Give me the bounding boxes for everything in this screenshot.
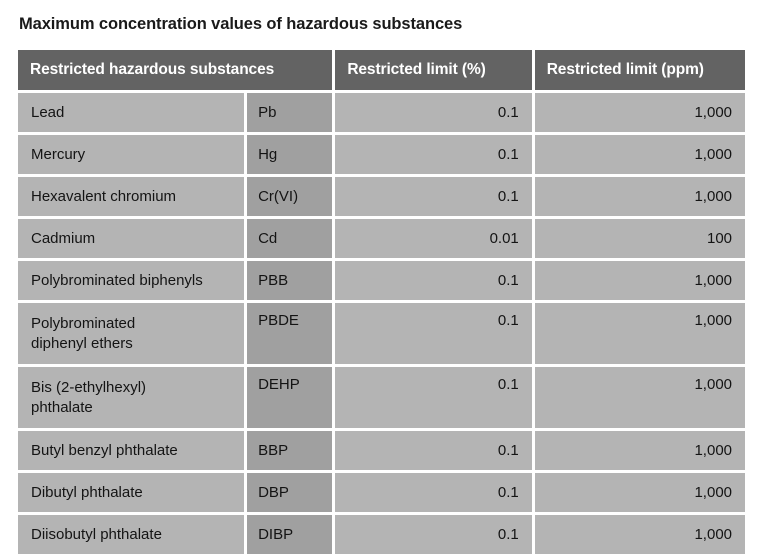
cell-limit-percent: 0.1 <box>335 515 532 554</box>
cell-substance-abbreviation: BBP <box>247 431 333 470</box>
cell-limit-percent: 0.1 <box>335 261 532 300</box>
cell-limit-ppm: 1,000 <box>534 367 746 428</box>
cell-limit-ppm: 1,000 <box>534 177 746 216</box>
hazardous-substances-table: Restricted hazardous substances Restrict… <box>18 50 746 554</box>
substance-name-wrapper: Polybrominated diphenyl ethers <box>31 314 135 352</box>
table-row: Mercury Hg 0.1 1,000 <box>18 135 746 174</box>
table-row: Butyl benzyl phthalate BBP 0.1 1,000 <box>18 431 746 470</box>
cell-limit-percent: 0.1 <box>335 177 532 216</box>
cell-limit-percent: 0.1 <box>335 135 532 174</box>
cell-substance-name: Mercury <box>18 135 245 174</box>
cell-substance-abbreviation: PBB <box>247 261 333 300</box>
cell-substance-abbreviation: Pb <box>247 93 333 132</box>
cell-substance-name: Polybrominated biphenyls <box>18 261 245 300</box>
cell-substance-abbreviation: Hg <box>247 135 333 174</box>
column-header-limit-percent: Restricted limit (%) <box>335 50 532 90</box>
cell-limit-percent: 0.1 <box>335 473 532 512</box>
cell-limit-ppm: 100 <box>534 219 746 258</box>
table-row: Hexavalent chromium Cr(VI) 0.1 1,000 <box>18 177 746 216</box>
table-row: Polybrominated diphenyl ethers PBDE 0.1 1,00… <box>18 303 746 364</box>
cell-substance-name: Bis (2-ethylhexyl) phthalate <box>18 367 245 428</box>
cell-limit-percent: 0.01 <box>335 219 532 258</box>
cell-limit-percent: 0.1 <box>335 303 532 364</box>
cell-substance-abbreviation: PBDE <box>247 303 333 364</box>
table-row: Cadmium Cd 0.01 100 <box>18 219 746 258</box>
cell-limit-ppm: 1,000 <box>534 135 746 174</box>
cell-substance-abbreviation: Cr(VI) <box>247 177 333 216</box>
table-row: Lead Pb 0.1 1,000 <box>18 93 746 132</box>
cell-limit-ppm: 1,000 <box>534 473 746 512</box>
table-body: Lead Pb 0.1 1,000 Mercury Hg 0.1 1,000 Hexavalen… <box>18 93 746 554</box>
column-header-limit-ppm: Restricted limit (ppm) <box>534 50 745 90</box>
table-row: Bis (2-ethylhexyl) phthalate DEHP 0.1 1,000 <box>18 367 746 428</box>
substance-name-line-2: diphenyl ethers <box>31 334 133 352</box>
cell-substance-name: Dibutyl phthalate <box>18 473 245 512</box>
cell-limit-ppm: 1,000 <box>534 303 746 364</box>
table-header-row: Restricted hazardous substances Restrict… <box>18 50 745 90</box>
cell-limit-percent: 0.1 <box>335 93 532 132</box>
page-title: Maximum concentration values of hazardou… <box>19 15 463 33</box>
cell-limit-ppm: 1,000 <box>534 261 746 300</box>
cell-limit-ppm: 1,000 <box>534 431 746 470</box>
cell-limit-ppm: 1,000 <box>534 93 746 132</box>
cell-substance-abbreviation: DIBP <box>247 515 333 554</box>
substance-name-line-1: Bis (2-ethylhexyl) <box>31 379 147 397</box>
cell-substance-name: Diisobutyl phthalate <box>18 515 245 554</box>
cell-substance-name: Hexavalent chromium <box>18 177 245 216</box>
substance-name-line-1: Polybrominated <box>31 315 136 333</box>
table-row: Diisobutyl phthalate DIBP 0.1 1,000 <box>18 515 746 554</box>
cell-substance-abbreviation: Cd <box>247 219 333 258</box>
table-row: Polybrominated biphenyls PBB 0.1 1,000 <box>18 261 746 300</box>
column-header-substance: Restricted hazardous substances <box>18 50 333 90</box>
cell-limit-percent: 0.1 <box>335 367 532 428</box>
cell-limit-ppm: 1,000 <box>534 515 746 554</box>
cell-substance-name: Lead <box>18 93 245 132</box>
table-row: Dibutyl phthalate DBP 0.1 1,000 <box>18 473 746 512</box>
substance-name-line-2: phthalate <box>31 398 93 416</box>
cell-substance-name: Cadmium <box>18 219 245 258</box>
cell-substance-name: Polybrominated diphenyl ethers <box>18 303 245 364</box>
cell-substance-abbreviation: DEHP <box>247 367 333 428</box>
substance-name-wrapper: Bis (2-ethylhexyl) phthalate <box>31 378 146 416</box>
cell-limit-percent: 0.1 <box>335 431 532 470</box>
cell-substance-name: Butyl benzyl phthalate <box>18 431 245 470</box>
cell-substance-abbreviation: DBP <box>247 473 333 512</box>
